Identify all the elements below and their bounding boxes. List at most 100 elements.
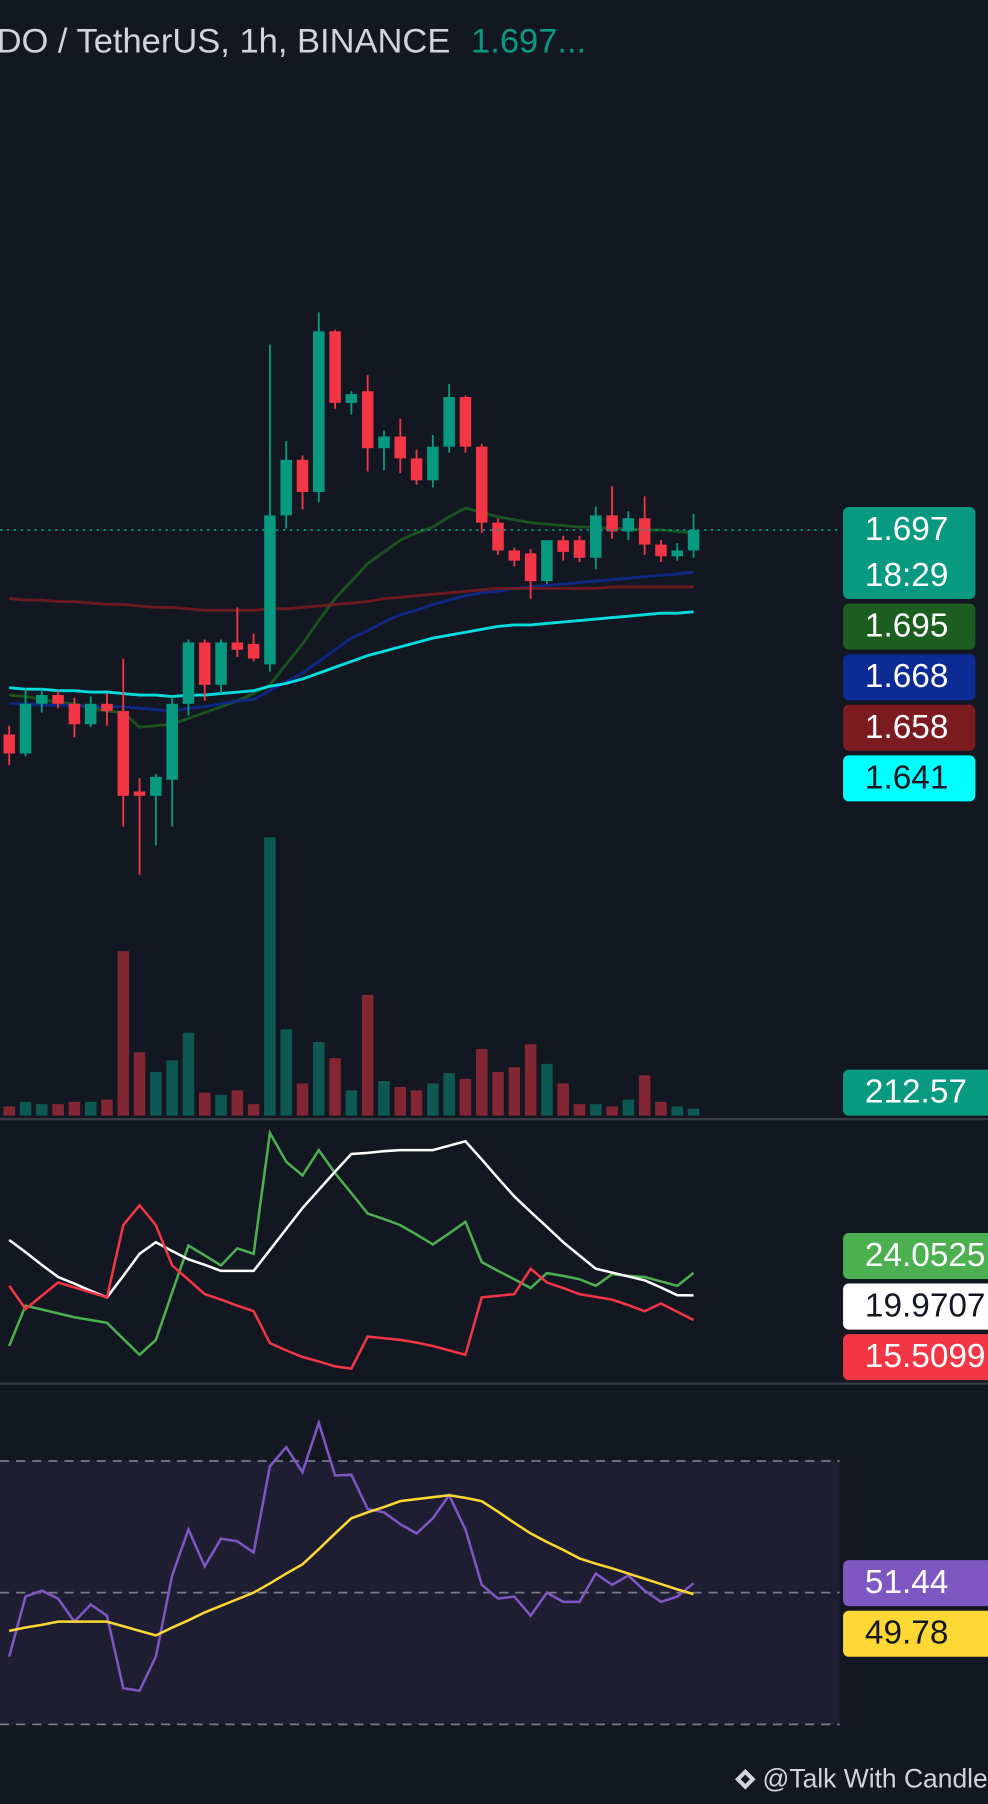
candle-body: [296, 459, 309, 492]
candle-body: [475, 446, 488, 523]
volume-bar: [524, 1044, 537, 1116]
ma-badge-text: 1.695: [865, 608, 948, 645]
candle-body: [557, 540, 569, 552]
plot-layer: [0, 312, 840, 1693]
indicator-line: [8, 1139, 694, 1299]
volume-bar: [150, 1071, 162, 1116]
indicator-badge: [843, 1610, 988, 1657]
chart-title: DO / TetherUS, 1h, BINANCE: [0, 23, 450, 61]
volume-bar: [3, 1106, 15, 1116]
volume-bar: [655, 1101, 667, 1116]
candle-body: [166, 703, 178, 780]
volume-bar: [313, 1042, 325, 1116]
volume-badge: [843, 1069, 988, 1116]
candle-body: [687, 529, 700, 551]
candle-body: [427, 446, 439, 481]
candle-body: [215, 642, 227, 685]
indicator-badge-text: 24.0525: [865, 1237, 986, 1274]
volume-bar: [166, 1060, 178, 1116]
volume-bar: [541, 1063, 553, 1116]
candle-body: [590, 515, 602, 558]
candle-body: [68, 703, 81, 725]
volume-bar: [427, 1083, 439, 1116]
volume-bar: [247, 1104, 260, 1116]
candle-body: [264, 515, 276, 665]
candle-body: [459, 397, 472, 447]
candle-body: [101, 703, 113, 712]
volume-bar: [280, 1029, 292, 1116]
candle-body: [508, 550, 521, 561]
indicator-badge: [843, 1334, 988, 1381]
candle-body: [394, 436, 407, 459]
last-price-badge: [843, 506, 976, 599]
ma-badge: [843, 654, 976, 701]
indicator-badge-text: 15.5099: [865, 1338, 986, 1375]
volume-bar: [36, 1104, 48, 1116]
volume-bar: [573, 1104, 586, 1116]
indicator-line: [8, 1493, 694, 1637]
volume-bar: [443, 1073, 455, 1116]
ma-badge-text: 1.658: [865, 709, 948, 746]
ma-badge: [843, 755, 976, 802]
candle-body: [541, 540, 553, 582]
volume-bar: [215, 1094, 227, 1116]
candle-body: [247, 643, 260, 659]
volume-bar: [394, 1086, 407, 1116]
indicator-line: [7, 1418, 695, 1693]
ma-badge: [843, 704, 976, 751]
moving-average: [9, 585, 694, 612]
volume-badge-text: 212.57: [865, 1074, 967, 1111]
candle-body: [345, 394, 358, 403]
candle-body: [443, 397, 455, 447]
volume-bar: [101, 1099, 113, 1116]
candle-body: [19, 703, 32, 754]
candle-body: [150, 776, 162, 796]
candle-body: [606, 515, 618, 532]
indicator-line: [8, 1129, 695, 1357]
header-price: 1.697...: [471, 23, 586, 61]
volume-bar: [296, 1083, 309, 1116]
volume-bar: [68, 1101, 81, 1116]
volume-bar: [475, 1048, 488, 1116]
ma-badge: [843, 603, 976, 650]
candle-body: [3, 734, 15, 754]
candle-body: [329, 331, 341, 403]
watermark-icon: [734, 1768, 756, 1790]
candle-body: [671, 550, 684, 557]
volume-bar: [606, 1106, 618, 1116]
candle-body: [231, 642, 244, 650]
chart-header: DO / TetherUS, 1h, BINANCE 1.697...: [0, 23, 586, 61]
volume-bar: [19, 1101, 32, 1116]
candle-body: [52, 695, 64, 704]
volume-bar: [264, 837, 276, 1116]
candle-body: [198, 642, 211, 685]
volume-bar: [378, 1081, 390, 1116]
candle-body: [378, 436, 390, 449]
candle-body: [84, 703, 97, 725]
volume-bar: [508, 1067, 521, 1116]
candle-body: [182, 642, 195, 704]
last-price-badge-text: 18:29: [865, 557, 948, 594]
candle-body: [622, 518, 635, 532]
candle-body: [361, 391, 374, 449]
candle-body: [133, 791, 146, 796]
volume-bar: [329, 1058, 341, 1116]
watermark: @Talk With Candle: [763, 1763, 988, 1793]
volume-bar: [84, 1101, 97, 1116]
badge-layer: 1.697 18:29 1.695 1.668 1.658 1.641 212.57 24.0…: [843, 506, 988, 1657]
candle-body: [280, 459, 292, 516]
indicator-badge-text: 19.9707: [865, 1288, 986, 1325]
volume-bar: [687, 1108, 700, 1116]
volume-bar: [638, 1075, 651, 1116]
volume-bar: [198, 1092, 211, 1116]
volume-bar: [459, 1078, 472, 1116]
candle-body: [638, 518, 651, 545]
volume-bar: [492, 1071, 504, 1116]
indicator-badge: [843, 1560, 988, 1607]
volume-bar: [361, 994, 374, 1116]
candle-body: [655, 544, 667, 557]
volume-bar: [231, 1090, 244, 1116]
